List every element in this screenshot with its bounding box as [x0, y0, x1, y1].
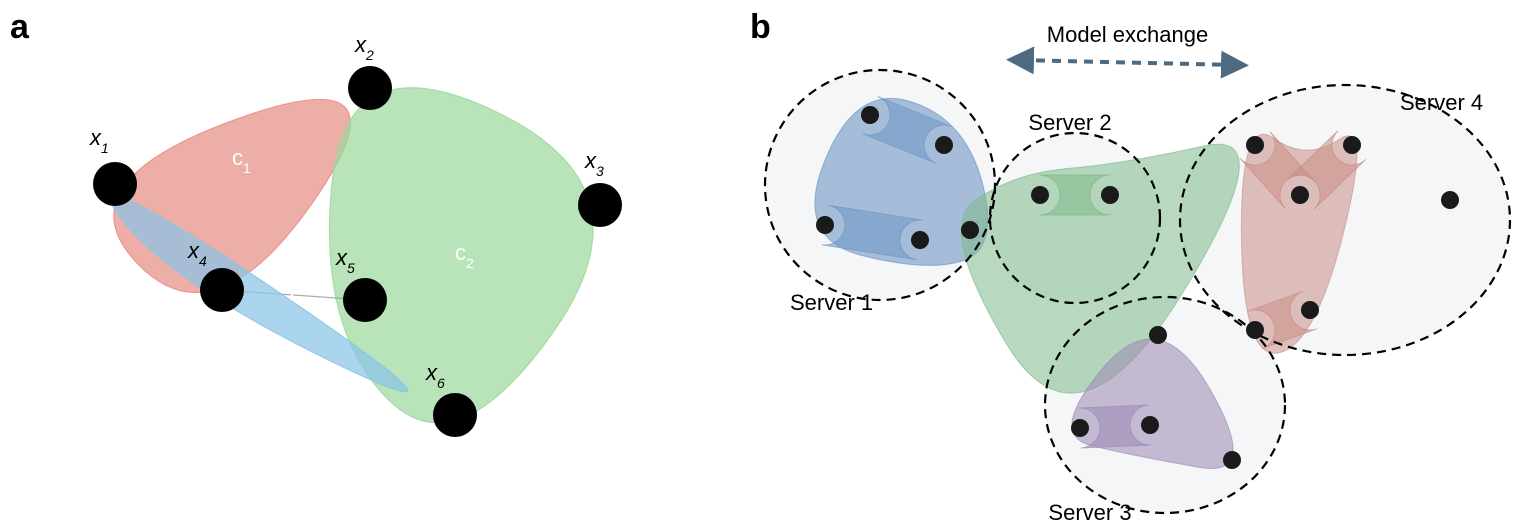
node-b2 — [935, 136, 953, 154]
node-x5 — [343, 278, 387, 322]
panel-a: x1x2x3x4x5x6c1c2c3c4 — [89, 32, 622, 437]
figure: ax1x2x3x4x5x6c1c2c3c4bModel exchangeServ… — [0, 0, 1518, 523]
cluster-label-c4: c4 — [310, 380, 329, 411]
node-b8 — [1071, 419, 1089, 437]
node-b12 — [1246, 321, 1264, 339]
server-label-s2: Server 2 — [1028, 110, 1111, 135]
panel-b: Model exchange Server 1 Server 2 Server 3 Se… — [765, 22, 1510, 523]
server-label-s4: Server 4 — [1400, 90, 1483, 115]
node-b3 — [816, 216, 834, 234]
node-b5 — [961, 221, 979, 239]
node-b6 — [1031, 186, 1049, 204]
node-b10 — [1149, 326, 1167, 344]
figure-svg: ax1x2x3x4x5x6c1c2c3c4bModel exchangeServ… — [0, 0, 1518, 523]
panel-a-label: a — [10, 8, 30, 46]
node-b9 — [1141, 416, 1159, 434]
node-x1 — [93, 162, 137, 206]
node-x4 — [200, 268, 244, 312]
model-exchange-arrow — [1020, 60, 1235, 65]
node-b1 — [861, 106, 879, 124]
node-b14 — [1291, 186, 1309, 204]
node-x2 — [348, 66, 392, 110]
node-x6 — [433, 393, 477, 437]
node-label-x2: x2 — [354, 32, 374, 63]
node-x3 — [578, 183, 622, 227]
node-b16 — [1441, 191, 1459, 209]
server-label-s1: Server 1 — [790, 290, 873, 315]
node-label-x1: x1 — [89, 125, 109, 156]
model-exchange-label: Model exchange — [1047, 22, 1208, 47]
node-b17 — [1301, 301, 1319, 319]
server-label-s3: Server 3 — [1048, 500, 1131, 523]
panel-b-label: b — [750, 8, 771, 46]
node-b15 — [1343, 136, 1361, 154]
node-b4 — [911, 231, 929, 249]
node-label-x3: x3 — [584, 148, 604, 179]
node-b7 — [1101, 186, 1119, 204]
node-b11 — [1223, 451, 1241, 469]
node-b13 — [1246, 136, 1264, 154]
